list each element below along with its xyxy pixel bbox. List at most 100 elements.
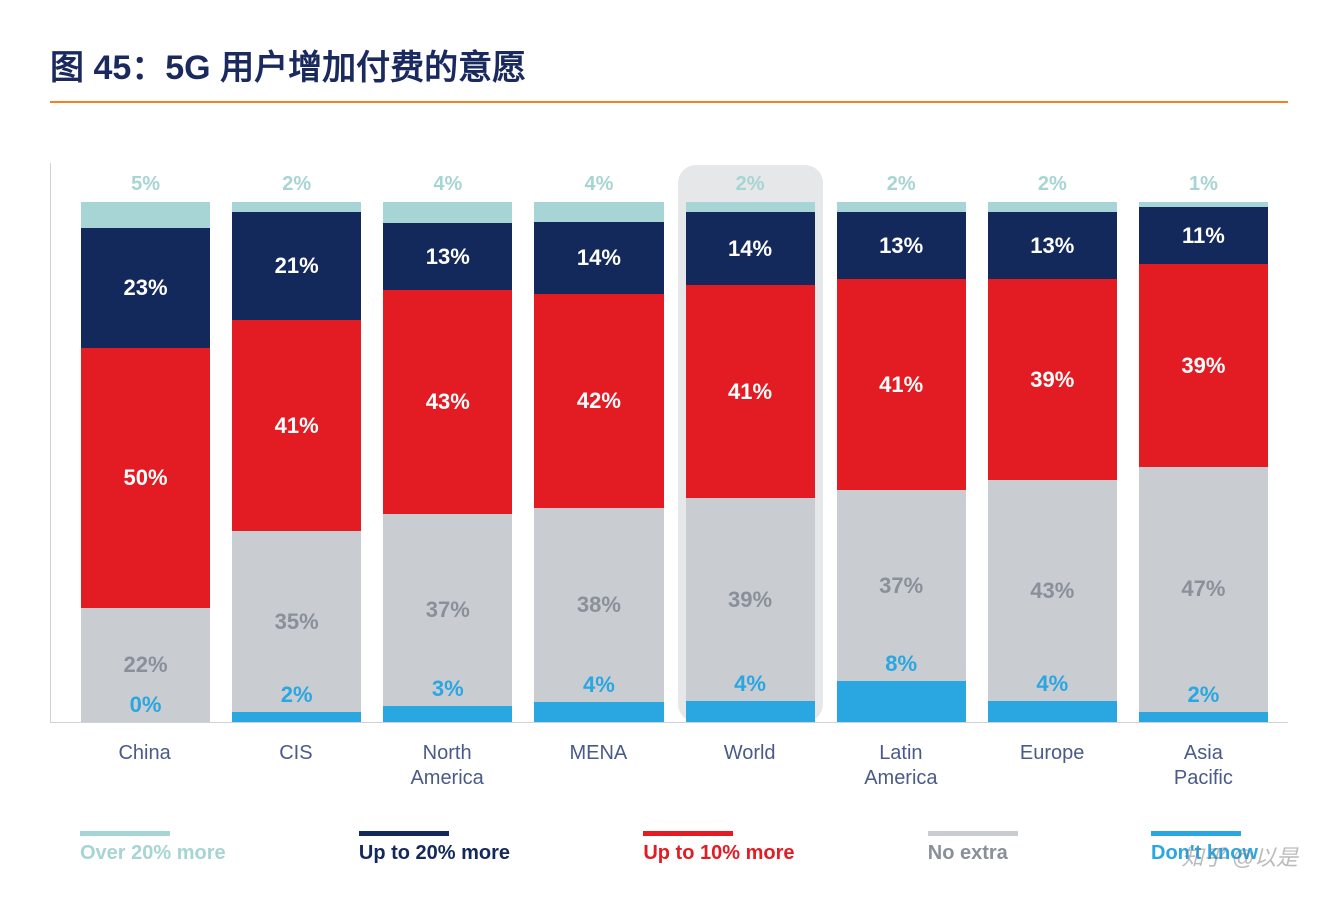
segment-value-upto20: 14%	[577, 245, 621, 271]
segment-upto10: 41%	[837, 279, 966, 490]
segment-over20	[988, 202, 1117, 212]
segment-dontknow: 4%	[686, 701, 815, 722]
segment-value-upto10: 50%	[124, 465, 168, 491]
segment-upto20: 21%	[232, 212, 361, 320]
segment-dontknow: 3%	[383, 706, 512, 722]
segment-dontknow: 4%	[534, 702, 663, 722]
bar-column: 4%13%43%37%3%	[383, 173, 512, 722]
segment-value-upto10: 41%	[275, 413, 319, 439]
stacked-bar: 23%50%22%0%	[81, 202, 210, 722]
bar-column: 1% 11% 39% 47% 2%	[1139, 173, 1268, 722]
bar-column: 2% 13% 39% 43% 4%	[988, 173, 1117, 722]
legend-swatch	[359, 831, 449, 836]
legend-item: Up to 20% more	[359, 831, 510, 865]
segment-upto10: 42%	[534, 294, 663, 508]
segment-value-noextra: 35%	[275, 609, 319, 635]
stacked-bar-chart: 5%23%50%22%0%2%21%41%35%2%4%13%43%37%3%4…	[50, 163, 1288, 723]
segment-value-noextra: 39%	[728, 587, 772, 613]
x-axis-labels: China CIS NorthAmerica MENA World LatinAmeric…	[50, 731, 1288, 791]
stacked-bar: 11% 39% 47% 2%	[1139, 202, 1268, 722]
segment-value-over20: 1%	[1139, 173, 1268, 196]
segment-value-dontknow: 2%	[232, 682, 361, 708]
x-axis-label: MENA	[534, 741, 663, 791]
segment-value-upto10: 39%	[1181, 353, 1225, 379]
x-axis-label: LatinAmerica	[836, 741, 965, 791]
legend-item: Up to 10% more	[643, 831, 794, 865]
segment-upto20: 13%	[383, 223, 512, 291]
segment-upto10: 50%	[81, 348, 210, 608]
stacked-bar: 21% 41% 35% 2%	[232, 202, 361, 722]
bar-column: 5%23%50%22%0%	[81, 173, 210, 722]
segment-value-dontknow: 8%	[837, 651, 966, 677]
bar-column: 2% 21% 41% 35% 2%	[232, 173, 361, 722]
segment-value-upto20: 13%	[879, 233, 923, 259]
segment-dontknow: 2%	[232, 712, 361, 722]
segment-over20	[383, 202, 512, 223]
bar-column: 2%14%41%39%4%	[678, 165, 823, 722]
segment-value-dontknow: 4%	[534, 672, 663, 698]
segment-value-dontknow: 3%	[383, 676, 512, 702]
segment-value-upto10: 41%	[728, 379, 772, 405]
legend-swatch	[643, 831, 733, 836]
segment-over20	[686, 202, 815, 212]
legend: Over 20% more Up to 20% more Up to 10% mor…	[50, 831, 1288, 865]
segment-value-upto20: 13%	[1030, 233, 1074, 259]
segment-noextra: 43%	[988, 480, 1117, 701]
stacked-bar: 14% 41% 39% 4%	[686, 202, 815, 722]
segment-upto20: 13%	[988, 212, 1117, 279]
segment-value-upto20: 23%	[124, 275, 168, 301]
x-axis-label: China	[80, 741, 209, 791]
x-axis-label: Europe	[988, 741, 1117, 791]
bar-column: 2%13%41%37%8%	[837, 173, 966, 722]
segment-value-dontknow: 4%	[686, 671, 815, 697]
segment-over20	[232, 202, 361, 212]
segment-value-noextra: 47%	[1181, 576, 1225, 602]
segment-value-noextra: 22%	[124, 652, 168, 678]
stacked-bar: 14% 42% 38% 4%	[534, 202, 663, 722]
x-axis-label: NorthAmerica	[383, 741, 512, 791]
segment-value-noextra: 37%	[879, 573, 923, 599]
legend-item: Don't know	[1151, 831, 1258, 865]
legend-swatch	[80, 831, 170, 836]
segment-value-noextra: 43%	[1030, 578, 1074, 604]
segment-value-over20: 5%	[81, 173, 210, 196]
segment-upto20: 23%	[81, 228, 210, 348]
segment-upto20: 13%	[837, 212, 966, 279]
segment-upto10: 41%	[232, 320, 361, 531]
segment-value-upto10: 39%	[1030, 367, 1074, 393]
legend-label: Up to 20% more	[359, 842, 510, 865]
segment-value-dontknow: 2%	[1139, 682, 1268, 708]
segment-value-over20: 2%	[232, 173, 361, 196]
bar-column: 4% 14% 42% 38% 4%	[534, 173, 663, 722]
legend-swatch	[928, 831, 1018, 836]
legend-item: No extra	[928, 831, 1018, 865]
stacked-bar: 13% 41% 37% 8%	[837, 202, 966, 722]
legend-label: Over 20% more	[80, 842, 226, 865]
segment-value-upto10: 41%	[879, 372, 923, 398]
segment-dontknow: 2%	[1139, 712, 1268, 722]
legend-swatch	[1151, 831, 1241, 836]
segment-value-noextra: 38%	[577, 592, 621, 618]
segment-upto20: 14%	[686, 212, 815, 285]
x-axis-label: World	[685, 741, 814, 791]
segment-value-over20: 4%	[534, 173, 663, 196]
segment-upto10: 39%	[988, 279, 1117, 480]
x-axis-label: AsiaPacific	[1139, 741, 1268, 791]
legend-label: Up to 10% more	[643, 842, 794, 865]
segment-noextra: 47%	[1139, 467, 1268, 711]
segment-upto10: 43%	[383, 290, 512, 514]
segment-dontknow: 8%	[837, 681, 966, 722]
x-axis-label: CIS	[231, 741, 360, 791]
segment-value-upto20: 21%	[275, 253, 319, 279]
segment-value-dontknow: 4%	[988, 671, 1117, 697]
chart-title: 图 45：5G 用户增加付费的意愿	[50, 40, 1288, 89]
segment-upto20: 14%	[534, 222, 663, 293]
stacked-bar: 13%43%37%3%	[383, 202, 512, 722]
legend-label: No extra	[928, 842, 1008, 865]
segment-value-over20: 2%	[988, 173, 1117, 196]
segment-value-upto20: 14%	[728, 236, 772, 262]
segment-upto20: 11%	[1139, 207, 1268, 264]
legend-item: Over 20% more	[80, 831, 226, 865]
segment-value-over20: 4%	[383, 173, 512, 196]
segment-over20	[534, 202, 663, 222]
